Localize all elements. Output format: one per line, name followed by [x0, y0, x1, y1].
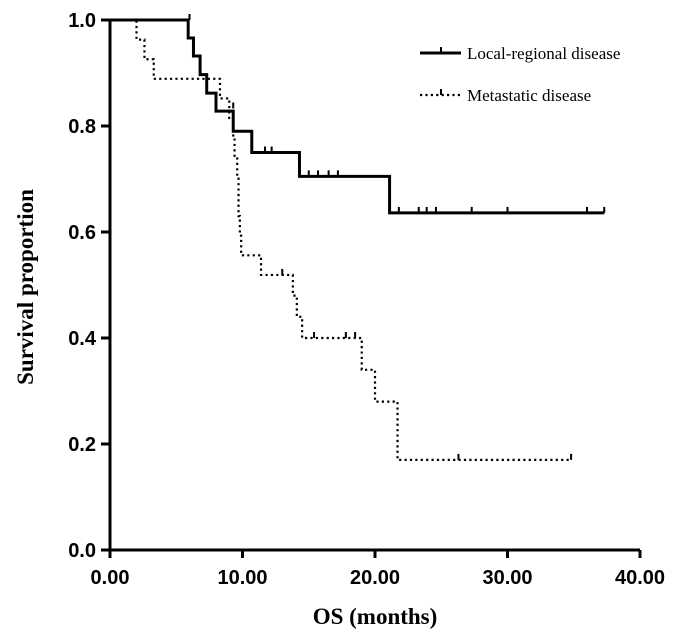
y-tick-label: 1.0 — [68, 10, 96, 32]
legend-label: Local-regional disease — [467, 44, 620, 63]
legend: Local-regional disease Metastatic disease — [420, 44, 620, 105]
y-tick-label: 0.6 — [68, 222, 96, 244]
x-tick-label: 40.00 — [615, 567, 665, 589]
legend-label: Metastatic disease — [467, 86, 591, 105]
y-axis-title: Survival proportion — [13, 189, 38, 385]
metastatic-survival-curve — [110, 18, 572, 461]
y-tick-label: 0.4 — [68, 328, 97, 350]
local-regional-survival-curve — [110, 18, 605, 215]
y-tick-label: 0.0 — [68, 540, 96, 562]
y-tick-label: 0.2 — [68, 434, 96, 456]
x-axis-title: OS (months) — [313, 604, 438, 629]
y-tick-label: 0.8 — [68, 116, 96, 138]
x-tick-label: 30.00 — [482, 567, 532, 589]
x-tick-label: 0.00 — [91, 567, 130, 589]
x-axis-ticks: 0.00 10.00 20.00 30.00 40.00 — [91, 550, 665, 589]
y-axis-ticks: 0.0 0.2 0.4 0.6 0.8 1.0 — [68, 10, 110, 562]
x-tick-label: 10.00 — [217, 567, 267, 589]
series-layer — [110, 14, 606, 461]
x-tick-label: 20.00 — [350, 567, 400, 589]
